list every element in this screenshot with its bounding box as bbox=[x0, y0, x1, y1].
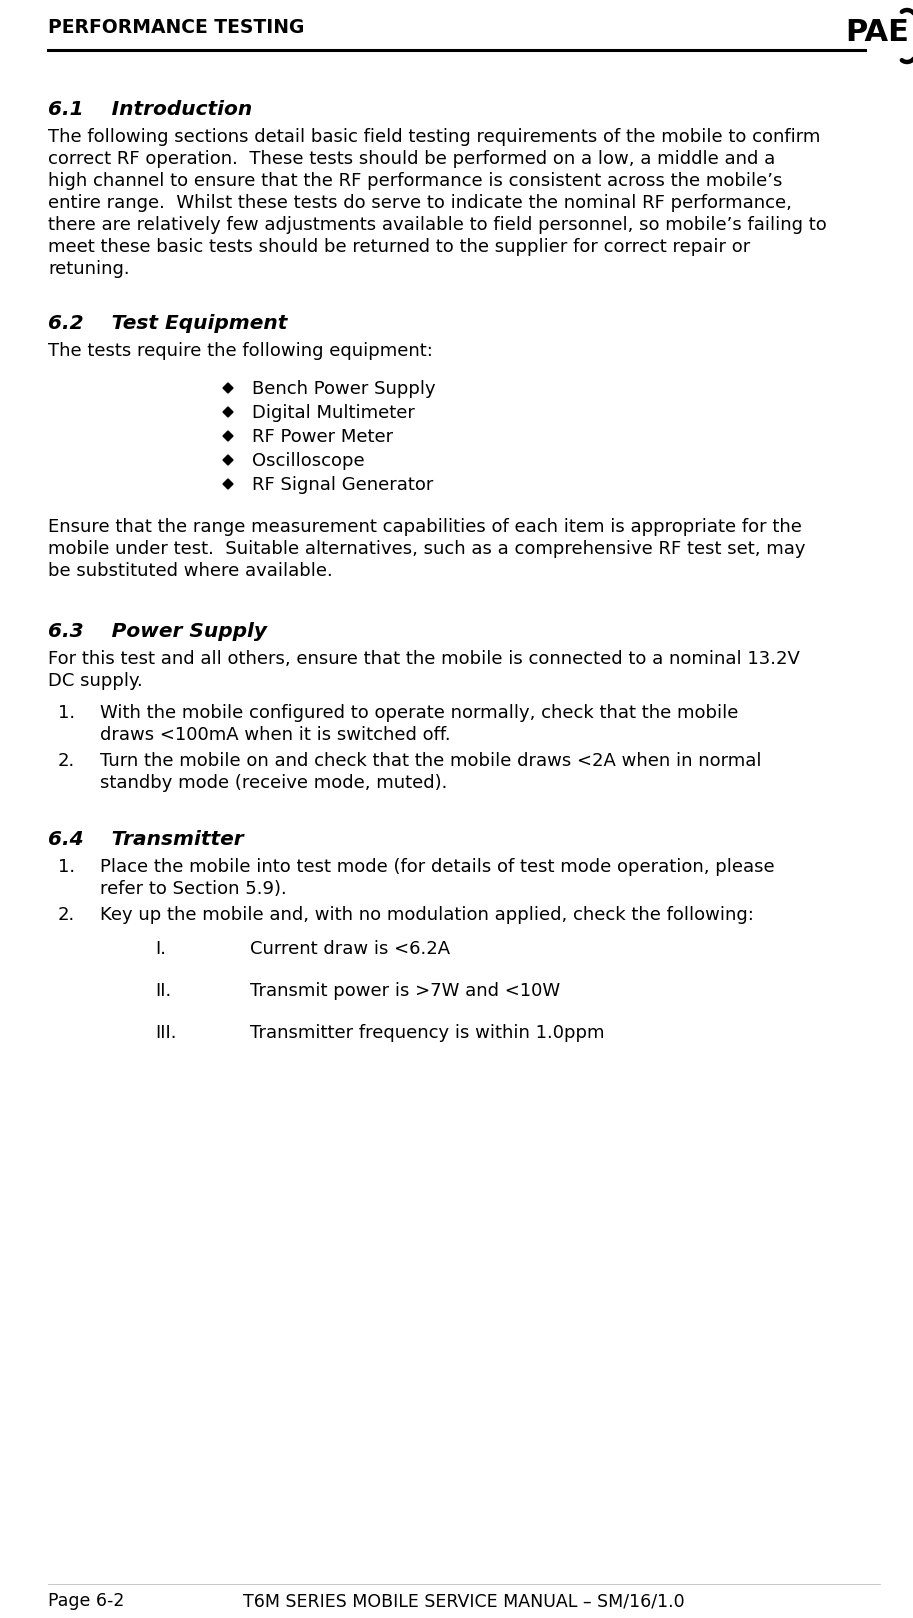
Text: The following sections detail basic field testing requirements of the mobile to : The following sections detail basic fiel… bbox=[48, 128, 821, 146]
Text: II.: II. bbox=[155, 982, 172, 1000]
Text: 2.: 2. bbox=[58, 752, 75, 770]
Text: 6.3    Power Supply: 6.3 Power Supply bbox=[48, 621, 267, 641]
Polygon shape bbox=[223, 408, 233, 417]
Text: Place the mobile into test mode (for details of test mode operation, please: Place the mobile into test mode (for det… bbox=[100, 858, 774, 875]
Text: Key up the mobile and, with no modulation applied, check the following:: Key up the mobile and, with no modulatio… bbox=[100, 906, 754, 924]
Text: Bench Power Supply: Bench Power Supply bbox=[252, 380, 436, 398]
Text: T6M SERIES MOBILE SERVICE MANUAL – SM/16/1.0: T6M SERIES MOBILE SERVICE MANUAL – SM/16… bbox=[243, 1592, 685, 1610]
Text: PAE: PAE bbox=[845, 18, 908, 47]
Text: Ensure that the range measurement capabilities of each item is appropriate for t: Ensure that the range measurement capabi… bbox=[48, 518, 802, 536]
Text: I.: I. bbox=[155, 940, 166, 958]
Text: Current draw is <6.2A: Current draw is <6.2A bbox=[250, 940, 450, 958]
Text: For this test and all others, ensure that the mobile is connected to a nominal 1: For this test and all others, ensure tha… bbox=[48, 650, 800, 668]
Text: 2.: 2. bbox=[58, 906, 75, 924]
Text: Oscilloscope: Oscilloscope bbox=[252, 451, 364, 469]
Text: DC supply.: DC supply. bbox=[48, 671, 142, 689]
Text: Turn the mobile on and check that the mobile draws <2A when in normal: Turn the mobile on and check that the mo… bbox=[100, 752, 761, 770]
Text: 1.: 1. bbox=[58, 704, 75, 722]
Text: 6.2    Test Equipment: 6.2 Test Equipment bbox=[48, 314, 288, 333]
Text: there are relatively few adjustments available to field personnel, so mobile’s f: there are relatively few adjustments ava… bbox=[48, 215, 827, 235]
Polygon shape bbox=[223, 479, 233, 489]
Text: RF Power Meter: RF Power Meter bbox=[252, 429, 394, 447]
Text: 6.4    Transmitter: 6.4 Transmitter bbox=[48, 830, 244, 849]
Text: Transmit power is >7W and <10W: Transmit power is >7W and <10W bbox=[250, 982, 560, 1000]
Text: Digital Multimeter: Digital Multimeter bbox=[252, 404, 415, 422]
Text: refer to Section 5.9).: refer to Section 5.9). bbox=[100, 880, 287, 898]
Text: correct RF operation.  These tests should be performed on a low, a middle and a: correct RF operation. These tests should… bbox=[48, 150, 775, 168]
Text: PERFORMANCE TESTING: PERFORMANCE TESTING bbox=[48, 18, 304, 37]
Text: meet these basic tests should be returned to the supplier for correct repair or: meet these basic tests should be returne… bbox=[48, 238, 750, 256]
Text: Transmitter frequency is within 1.0ppm: Transmitter frequency is within 1.0ppm bbox=[250, 1024, 604, 1042]
Text: draws <100mA when it is switched off.: draws <100mA when it is switched off. bbox=[100, 726, 451, 744]
Text: Page 6-2: Page 6-2 bbox=[48, 1592, 124, 1610]
Polygon shape bbox=[223, 455, 233, 464]
Text: The tests require the following equipment:: The tests require the following equipmen… bbox=[48, 341, 433, 359]
Text: RF Signal Generator: RF Signal Generator bbox=[252, 476, 434, 493]
Text: III.: III. bbox=[155, 1024, 176, 1042]
Text: standby mode (receive mode, muted).: standby mode (receive mode, muted). bbox=[100, 773, 447, 791]
Text: mobile under test.  Suitable alternatives, such as a comprehensive RF test set, : mobile under test. Suitable alternatives… bbox=[48, 540, 805, 558]
Text: 6.1    Introduction: 6.1 Introduction bbox=[48, 100, 252, 120]
Text: entire range.  Whilst these tests do serve to indicate the nominal RF performanc: entire range. Whilst these tests do serv… bbox=[48, 194, 792, 212]
Text: be substituted where available.: be substituted where available. bbox=[48, 561, 332, 579]
Text: retuning.: retuning. bbox=[48, 260, 130, 278]
Text: high channel to ensure that the RF performance is consistent across the mobile’s: high channel to ensure that the RF perfo… bbox=[48, 172, 782, 189]
Polygon shape bbox=[223, 383, 233, 393]
Polygon shape bbox=[223, 430, 233, 442]
Text: With the mobile configured to operate normally, check that the mobile: With the mobile configured to operate no… bbox=[100, 704, 739, 722]
Text: 1.: 1. bbox=[58, 858, 75, 875]
